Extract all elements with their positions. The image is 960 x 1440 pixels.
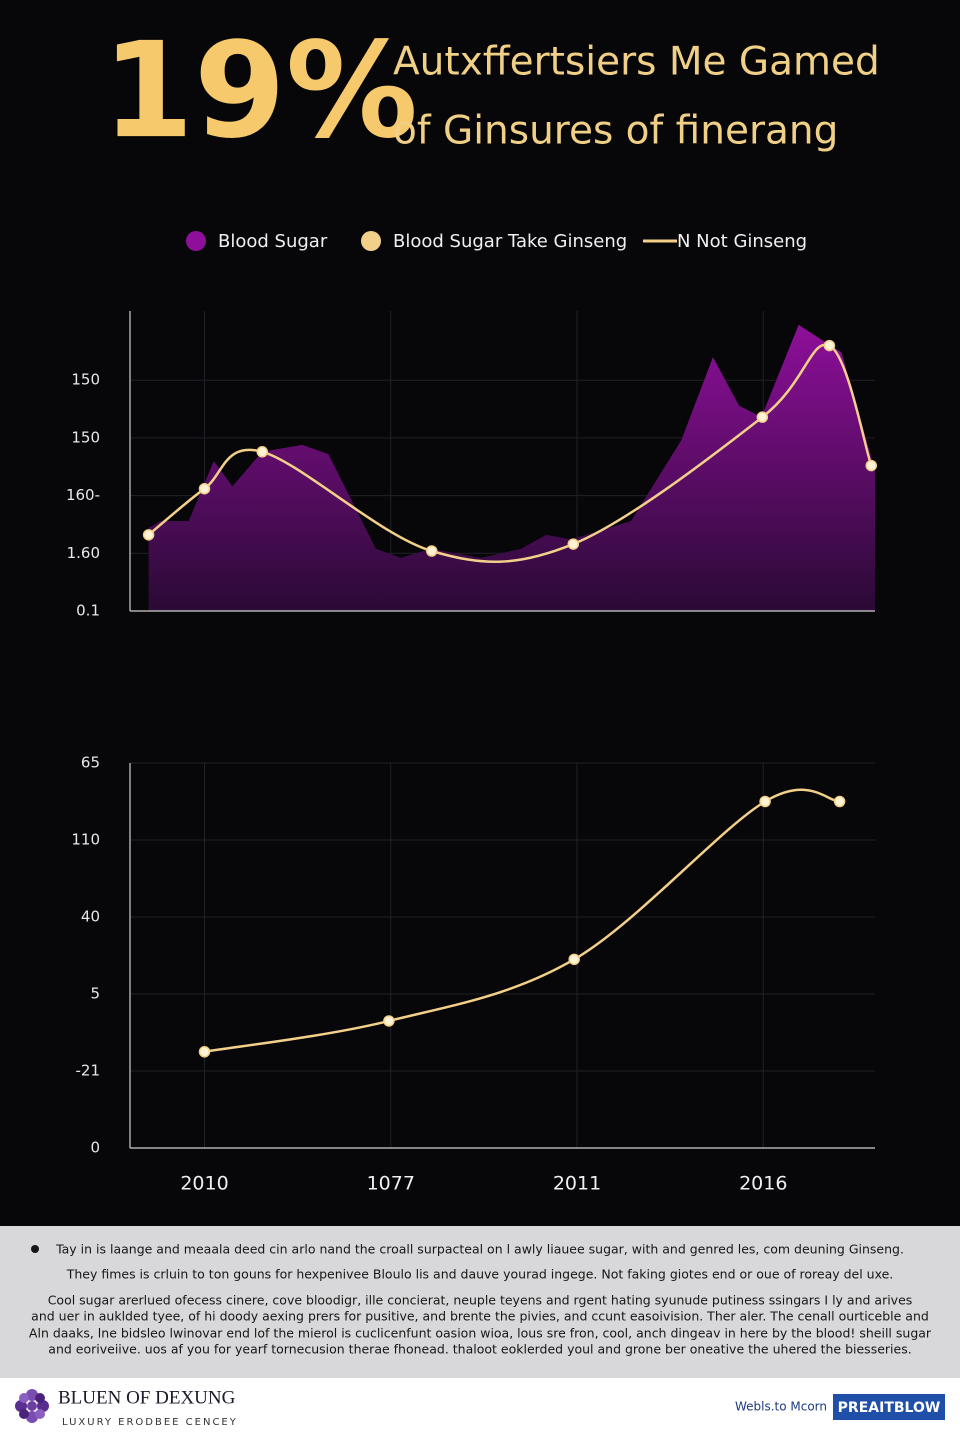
point: [198, 482, 211, 495]
y-tick-label: 150: [71, 428, 100, 446]
title-line: Autxffertsiers Me Gamed: [393, 40, 880, 85]
legend-swatch: [361, 231, 381, 251]
point: [833, 795, 846, 808]
button-label[interactable]: PREAITBLOW: [838, 1400, 941, 1416]
site[interactable]: Webls.to Mcorn: [735, 1400, 827, 1414]
point: [256, 446, 268, 458]
legend-label: Blood Sugar Take Ginseng: [393, 231, 627, 252]
headline: 19%: [102, 14, 418, 168]
y-tick-label: 40: [81, 908, 100, 926]
x-tick-label: 2010: [180, 1173, 228, 1195]
y-tick-label: 160-: [66, 486, 100, 504]
footer-text: Aln daaks, lne bidsleo lwinovar end lof …: [29, 1326, 932, 1341]
point: [823, 339, 836, 352]
legend: Blood Sugar Blood Sugar Take Ginseng N Not…: [186, 231, 807, 252]
chart: 0 -21 5 40 110 65 2010 1077 2011 2016: [71, 754, 875, 1195]
y-tick-label: 0.1: [76, 602, 100, 620]
x-tick-label: 2016: [739, 1173, 787, 1195]
bullet: [31, 1245, 39, 1253]
area: [148, 324, 875, 611]
footer-text: Cool sugar arerlued ofecess cinere, cove…: [48, 1293, 913, 1308]
footer-text: They fimes is crluin to ton gouns for he…: [66, 1267, 894, 1282]
legend-label: Blood Sugar: [218, 231, 328, 252]
title-line: of Ginsures of finerang: [393, 109, 838, 154]
legend-swatch: [186, 231, 206, 251]
footer-panel: [0, 1226, 960, 1378]
y-tick-label: 0: [90, 1139, 100, 1157]
x-tick-label: 1077: [367, 1173, 415, 1195]
x-tick-label: 2011: [553, 1173, 601, 1195]
point: [568, 953, 580, 966]
footer-text: and uer in auklded tyee, of hi doody aex…: [31, 1309, 929, 1324]
point: [142, 529, 155, 541]
y-tick-label: -21: [76, 1062, 101, 1080]
brand-tagline: LUXURY ERODBEE CENCEY: [62, 1417, 238, 1428]
line: [204, 788, 840, 1053]
line: [147, 343, 873, 564]
y-tick-label: 65: [81, 754, 100, 772]
legend-label: N Not Ginseng: [677, 231, 807, 252]
point: [567, 538, 580, 550]
chart: 0.1 1.60 160- 150 150: [66, 311, 878, 620]
point: [425, 545, 438, 557]
point: [756, 411, 769, 423]
point: [865, 459, 878, 472]
brand-bar: [0, 1378, 960, 1440]
y-tick-label: 5: [90, 985, 100, 1003]
button[interactable]: [833, 1394, 945, 1420]
footer-text: and eoriveiive. uos af you for yearf tor…: [48, 1342, 911, 1357]
point: [383, 1015, 395, 1027]
y-tick-label: 1.60: [67, 544, 100, 562]
logo: [15, 1389, 49, 1423]
brand-name: BLUEN OF DEXUNG: [58, 1387, 236, 1408]
point: [198, 1046, 211, 1058]
y-tick-label: 150: [71, 371, 100, 389]
point: [759, 795, 771, 808]
y-tick-label: 110: [71, 831, 100, 849]
footer-text: Tay in is laange and meaala deed cin arl…: [55, 1242, 904, 1257]
